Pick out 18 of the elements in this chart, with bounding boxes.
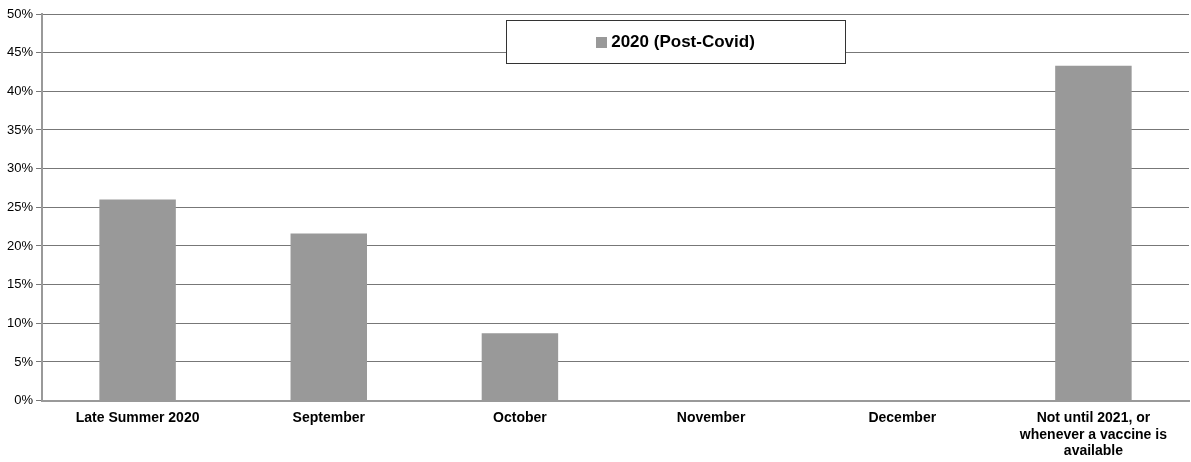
y-tick-label: 5% [14, 353, 34, 369]
x-tick-label: Late Summer 2020 [75, 408, 200, 425]
y-tick-label: 40% [6, 82, 34, 98]
y-tick-label: 15% [6, 276, 34, 292]
y-tick-label: 50% [6, 5, 34, 21]
y-tick-label: 25% [6, 198, 34, 214]
y-tick-label: 0% [14, 392, 34, 408]
x-tick-label: September [292, 408, 366, 425]
x-tick-label: November [676, 408, 746, 425]
legend-label: 2020 (Post-Covid) [611, 32, 755, 52]
y-tick-label: 35% [6, 121, 34, 137]
y-tick-label: 45% [6, 44, 34, 60]
y-tick-label: 30% [6, 160, 34, 176]
y-tick-label: 10% [6, 314, 34, 330]
x-tick-label: December [868, 408, 937, 425]
y-tick-label: 20% [6, 237, 34, 253]
x-tick-label: Not until 2021, or whenever a vaccine is available [1018, 408, 1168, 459]
x-tick-label: October [493, 408, 548, 425]
